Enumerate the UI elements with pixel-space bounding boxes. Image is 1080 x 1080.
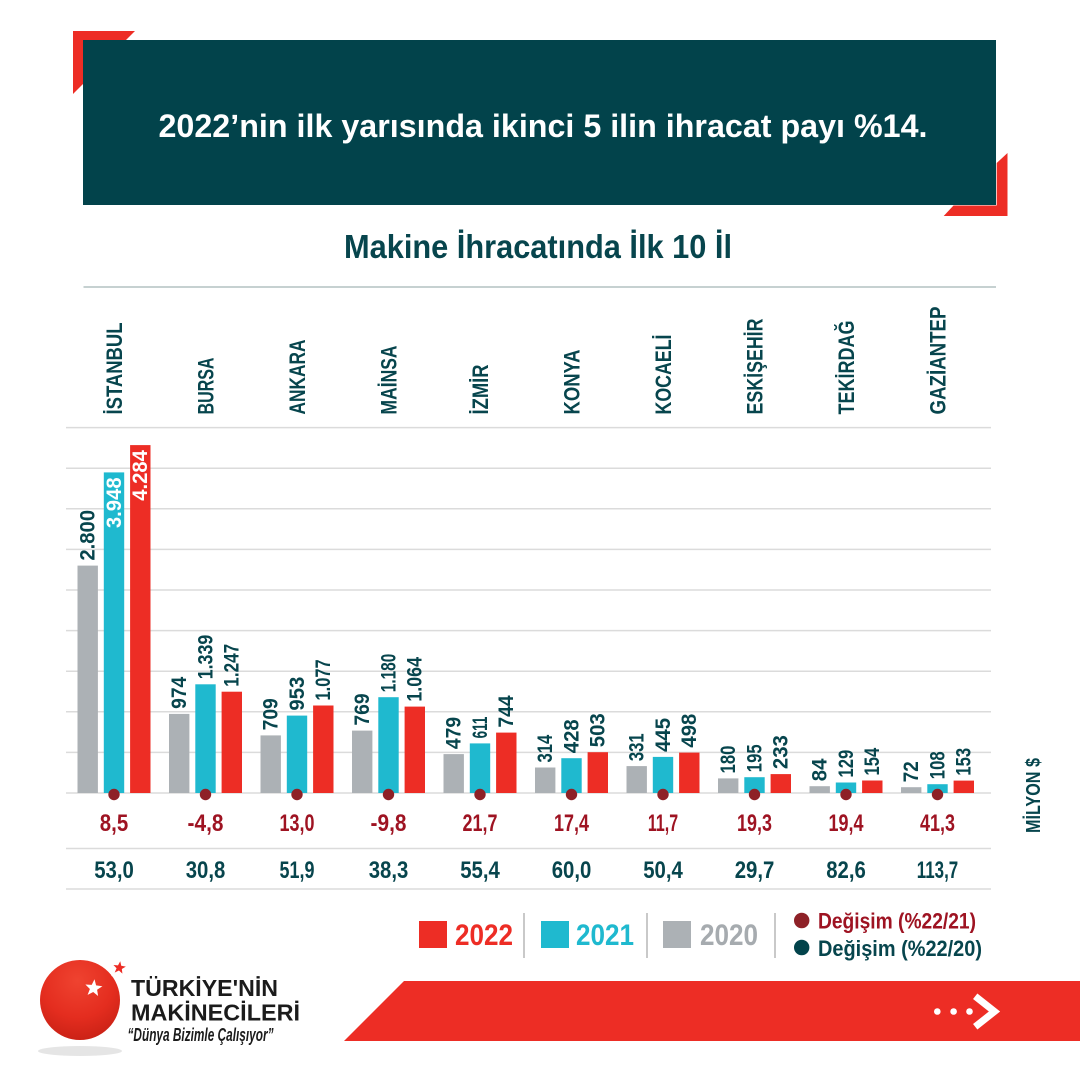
svg-text:ANKARA: ANKARA <box>285 339 310 414</box>
svg-text:4.284: 4.284 <box>129 450 152 501</box>
svg-text:2.800: 2.800 <box>77 510 100 561</box>
svg-text:113,7: 113,7 <box>917 857 958 884</box>
svg-text:1.339: 1.339 <box>194 635 217 680</box>
svg-text:53,0: 53,0 <box>94 857 134 884</box>
svg-text:154: 154 <box>861 747 884 775</box>
svg-text:İZMİR: İZMİR <box>468 364 493 414</box>
svg-text:8,5: 8,5 <box>100 810 128 837</box>
svg-text:GAZİANTEP: GAZİANTEP <box>926 307 951 415</box>
svg-text:Değişim (%22/21): Değişim (%22/21) <box>818 909 976 934</box>
svg-text:479: 479 <box>443 717 466 749</box>
svg-text:TEKİRDAĞ: TEKİRDAĞ <box>834 321 859 415</box>
svg-text:2022ʼnin ilk yarısında ikinci: 2022ʼnin ilk yarısında ikinci 5 ilin ihr… <box>159 108 928 144</box>
svg-text:744: 744 <box>495 695 518 727</box>
svg-text:30,8: 30,8 <box>186 857 226 884</box>
svg-text:51,9: 51,9 <box>280 857 315 884</box>
svg-text:ESKİŞEHİR: ESKİŞEHİR <box>743 318 768 414</box>
svg-text:129: 129 <box>835 750 858 778</box>
svg-text:MAİNSA: MAİNSA <box>377 345 402 414</box>
svg-text:-9,8: -9,8 <box>371 810 407 837</box>
svg-text:314: 314 <box>534 734 557 762</box>
svg-text:İSTANBUL: İSTANBUL <box>102 323 127 415</box>
svg-text:KOCAELİ: KOCAELİ <box>651 335 676 415</box>
svg-text:153: 153 <box>953 748 976 776</box>
svg-text:29,7: 29,7 <box>735 857 775 884</box>
svg-text:KONYA: KONYA <box>560 349 585 414</box>
svg-text:331: 331 <box>626 733 649 761</box>
svg-text:1.247: 1.247 <box>221 644 244 687</box>
svg-text:82,6: 82,6 <box>826 857 866 884</box>
svg-text:3.948: 3.948 <box>103 477 126 528</box>
svg-text:-4,8: -4,8 <box>188 810 224 837</box>
svg-text:498: 498 <box>678 713 701 747</box>
svg-text:Değişim (%22/20): Değişim (%22/20) <box>818 936 982 961</box>
svg-text:1.180: 1.180 <box>377 654 400 693</box>
svg-text:953: 953 <box>286 677 309 711</box>
svg-text:TÜRKİYE'NİN: TÜRKİYE'NİN <box>131 975 278 1001</box>
svg-text:60,0: 60,0 <box>552 857 592 884</box>
svg-text:974: 974 <box>168 676 191 708</box>
svg-text:11,7: 11,7 <box>648 810 678 837</box>
svg-text:2022: 2022 <box>455 919 513 952</box>
svg-text:“Dünya Bizimle Çalışıyor”: “Dünya Bizimle Çalışıyor” <box>128 1025 274 1045</box>
svg-text:2020: 2020 <box>700 919 758 952</box>
svg-text:195: 195 <box>743 744 766 772</box>
svg-text:108: 108 <box>926 751 949 779</box>
svg-text:1.077: 1.077 <box>312 659 335 700</box>
svg-text:611: 611 <box>469 717 492 739</box>
svg-text:13,0: 13,0 <box>280 810 315 837</box>
svg-text:50,4: 50,4 <box>643 857 683 884</box>
svg-text:709: 709 <box>260 698 283 730</box>
svg-text:21,7: 21,7 <box>463 810 498 837</box>
svg-text:84: 84 <box>809 758 832 781</box>
svg-text:445: 445 <box>652 718 675 752</box>
svg-text:MİLYON $: MİLYON $ <box>1022 758 1045 833</box>
svg-text:2021: 2021 <box>576 919 634 952</box>
svg-text:503: 503 <box>587 713 610 747</box>
svg-text:MAKİNECİLERİ: MAKİNECİLERİ <box>131 1000 300 1026</box>
svg-text:38,3: 38,3 <box>369 857 409 884</box>
svg-text:55,4: 55,4 <box>460 857 500 884</box>
svg-text:72: 72 <box>900 761 923 782</box>
svg-text:19,4: 19,4 <box>829 810 864 837</box>
svg-text:41,3: 41,3 <box>920 810 955 837</box>
svg-text:19,3: 19,3 <box>737 810 772 837</box>
svg-text:1.064: 1.064 <box>404 657 427 702</box>
svg-text:769: 769 <box>351 693 374 725</box>
svg-text:233: 233 <box>770 735 793 769</box>
svg-text:180: 180 <box>717 746 740 774</box>
svg-text:Makine İhracatında İlk 10 İl: Makine İhracatında İlk 10 İl <box>344 228 732 265</box>
svg-text:428: 428 <box>560 719 583 753</box>
svg-text:17,4: 17,4 <box>554 810 589 837</box>
svg-text:BURSA: BURSA <box>194 357 219 414</box>
